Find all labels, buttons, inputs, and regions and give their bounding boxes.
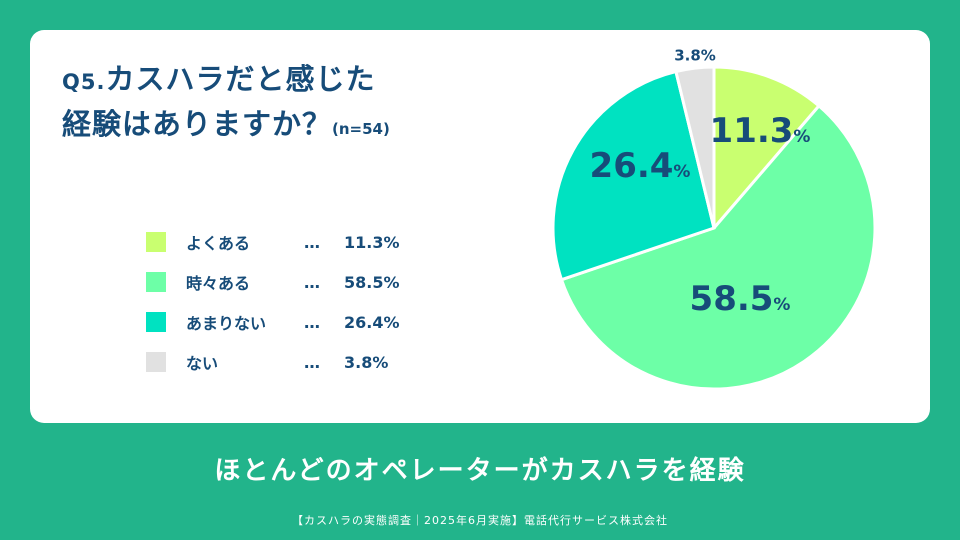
legend-swatch [146, 272, 166, 292]
legend-swatch [146, 312, 166, 332]
legend-dots: … [304, 312, 320, 332]
pie-slice-1 [712, 65, 822, 233]
legend-dots: … [304, 232, 320, 252]
headline: ほとんどのオペレーターがカスハラを経験 [214, 456, 746, 486]
legend-item: よくある … 11.3% [146, 222, 400, 262]
title-line2: 経験はありますか？ [62, 107, 333, 141]
pie-slice-3 [551, 69, 716, 282]
sample-size: (n=54) [332, 120, 390, 138]
legend-value: 11.3% [344, 232, 400, 252]
legend-dots: … [304, 272, 320, 292]
legend-label: ない [186, 354, 219, 373]
legend-value: 26.4% [344, 312, 400, 332]
legend-item: 時々ある … 58.5% [146, 262, 400, 302]
legend-label: 時々ある [186, 274, 251, 293]
data-label: 3.8% [674, 46, 716, 64]
pie-slice-2 [559, 103, 877, 391]
question-number: Q5. [62, 70, 106, 94]
legend-swatch [146, 232, 166, 252]
source-note: 【カスハラの実態調査｜2025年6月実施】電話代行サービス株式会社 [292, 514, 668, 527]
pie-slice-4 [674, 65, 716, 229]
legend-dots: … [304, 352, 320, 372]
legend-item: ない … 3.8% [146, 342, 400, 382]
legend-value: 3.8% [344, 352, 389, 372]
title-line1: カスハラだと感じた [105, 62, 376, 96]
page-title: Q5.カスハラだと感じた 経験はありますか？(n=54) [62, 58, 390, 150]
legend-item: あまりない … 26.4% [146, 302, 400, 342]
legend-swatch [146, 352, 166, 372]
legend-value: 58.5% [344, 272, 400, 292]
legend-label: よくある [186, 234, 251, 253]
legend: よくある … 11.3% 時々ある … 58.5% あまりない … 26.4% ない … 3.8… [146, 222, 400, 382]
legend-label: あまりない [186, 314, 267, 333]
